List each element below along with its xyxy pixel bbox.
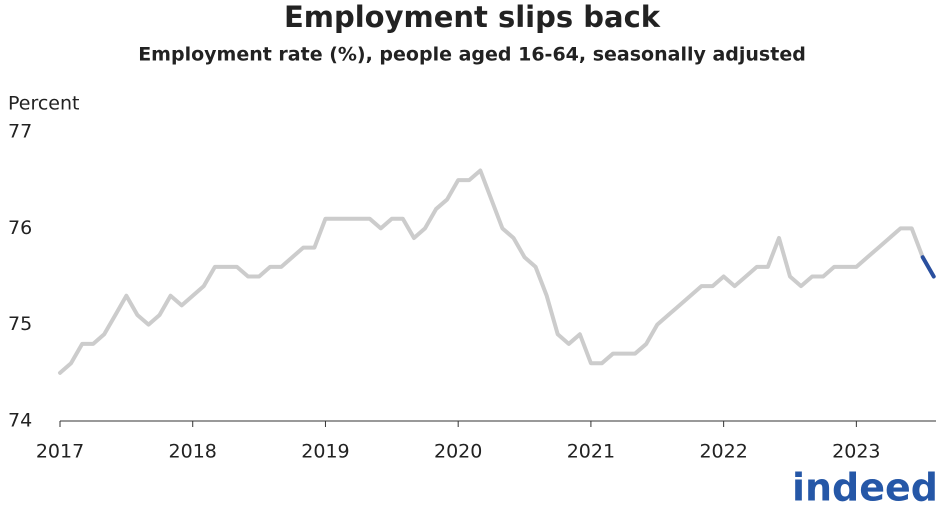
data-line xyxy=(58,168,925,375)
x-tick-label: 2018 xyxy=(169,441,217,463)
x-tick-label: 2022 xyxy=(699,441,747,463)
y-tick-label: 75 xyxy=(8,313,32,335)
y-tick-label: 76 xyxy=(8,217,32,239)
x-tick-label: 2020 xyxy=(434,441,482,463)
data-line xyxy=(920,255,936,279)
y-tick-label: 77 xyxy=(8,121,32,143)
x-tick-label: 2023 xyxy=(832,441,880,463)
y-axis-label: Percent xyxy=(8,93,80,115)
y-tick-label: 74 xyxy=(8,410,32,432)
x-tick-label: 2019 xyxy=(301,441,349,463)
logo: indeed xyxy=(792,466,938,510)
chart-subtitle: Employment rate (%), people aged 16-64, … xyxy=(138,44,806,66)
chart-title: Employment slips back xyxy=(284,0,661,34)
x-tick-label: 2017 xyxy=(36,441,84,463)
x-tick-label: 2021 xyxy=(567,441,615,463)
